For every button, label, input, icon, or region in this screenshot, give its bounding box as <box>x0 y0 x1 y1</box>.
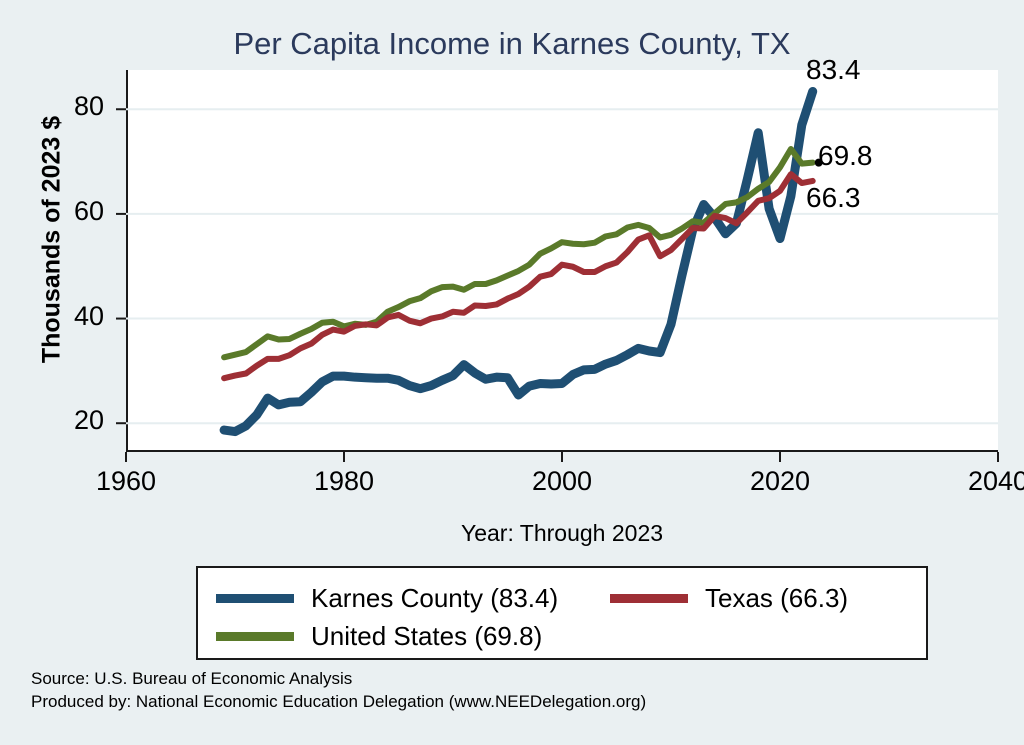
y-tick-label: 80 <box>73 91 104 122</box>
legend-label-karnes-county: Karnes County (83.4) <box>311 582 559 613</box>
legend-item-texas[interactable]: Texas (66.3) <box>610 578 848 618</box>
legend-label-texas: Texas (66.3) <box>705 582 849 613</box>
x-axis-title: Year: Through 2023 <box>460 520 664 546</box>
legend-swatch-karnes-county <box>216 593 294 603</box>
plot-area <box>126 70 998 452</box>
footer-produced-by: Produced by: National Economic Education… <box>31 692 647 711</box>
x-tick-label: 2000 <box>531 466 593 496</box>
x-tick-label: 2020 <box>749 466 811 496</box>
chart-legend: Karnes County (83.4) Texas (66.3) United… <box>196 566 928 660</box>
legend-label-united-states: United States (69.8) <box>311 620 543 651</box>
y-tick-label: 60 <box>73 195 104 226</box>
y-tick-label: 20 <box>73 405 104 436</box>
legend-swatch-texas <box>610 593 688 603</box>
chart-title: Per Capita Income in Karnes County, TX <box>233 26 791 61</box>
y-tick-marks <box>116 108 126 425</box>
endpoint-label-karnes-county: 83.4 <box>806 54 861 85</box>
legend-item-karnes-county[interactable]: Karnes County (83.4) <box>216 578 558 618</box>
x-tick-marks <box>125 452 999 462</box>
x-tick-label: 2040 <box>967 466 1024 496</box>
endpoint-label-united-states: 69.8 <box>818 140 873 171</box>
endpoint-label-texas: 66.3 <box>806 182 861 213</box>
y-tick-label: 40 <box>73 300 104 331</box>
x-tick-label: 1960 <box>95 466 157 496</box>
legend-item-united-states[interactable]: United States (69.8) <box>216 616 542 656</box>
footer-source: Source: U.S. Bureau of Economic Analysis <box>31 669 353 688</box>
legend-swatch-united-states <box>216 631 294 641</box>
x-tick-label: 1980 <box>313 466 375 496</box>
